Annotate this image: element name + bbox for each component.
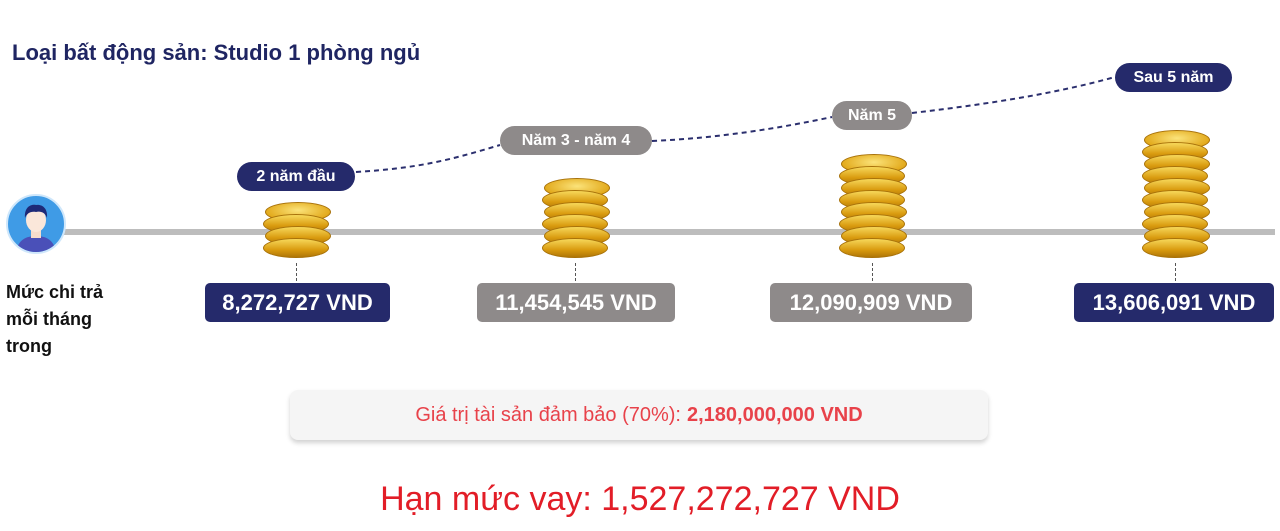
collateral-label: Giá trị tài sản đảm bảo (70%):: [415, 403, 681, 426]
side-label-line: mỗi tháng: [6, 309, 92, 329]
period-label: Năm 3 - năm 4: [500, 126, 652, 155]
gold-coin-stack-icon: [542, 178, 612, 258]
payment-amount: 11,454,545 VND: [477, 283, 675, 322]
connector-line: [296, 263, 297, 281]
period-label: Năm 5: [832, 101, 912, 130]
monthly-payment-label: Mức chi trả mỗi tháng trong: [6, 279, 103, 360]
connector-line: [1175, 263, 1176, 281]
trend-dashed-curve: [355, 76, 1116, 173]
gold-coin-stack-icon: [1142, 130, 1212, 258]
loan-limit: Hạn mức vay: 1,527,272,727 VND: [380, 480, 900, 518]
connector-line: [872, 263, 873, 281]
coin: [542, 238, 608, 258]
coin: [263, 238, 329, 258]
period-label: Sau 5 năm: [1115, 63, 1232, 92]
gold-coin-stack-icon: [839, 154, 909, 258]
gold-coin-stack-icon: [263, 202, 333, 258]
timeline-track: [60, 229, 1275, 235]
connector-line: [575, 263, 576, 281]
period-label: 2 năm đầu: [237, 162, 355, 191]
payment-amount: 8,272,727 VND: [205, 283, 390, 322]
coin: [1142, 238, 1208, 258]
page-title: Loại bất động sản: Studio 1 phòng ngủ: [12, 40, 421, 65]
side-label-line: trong: [6, 336, 52, 356]
payment-amount: 13,606,091 VND: [1074, 283, 1274, 322]
coin: [839, 238, 905, 258]
collateral-value: 2,180,000,000 VND: [687, 403, 863, 426]
side-label-line: Mức chi trả: [6, 282, 104, 302]
payment-amount: 12,090,909 VND: [770, 283, 972, 322]
collateral-value-box: Giá trị tài sản đảm bảo (70%): 2,180,000…: [290, 390, 988, 440]
user-avatar-icon: [6, 194, 66, 254]
